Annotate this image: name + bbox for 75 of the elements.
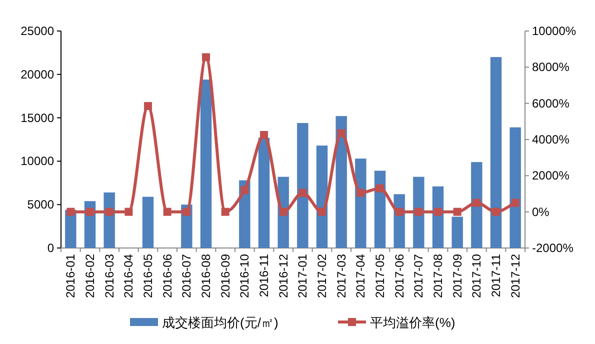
point [472, 198, 481, 207]
x-tick-label: 2017-10 [470, 254, 484, 298]
x-tick-label: 2017-05 [373, 254, 387, 298]
point [66, 208, 75, 216]
x-tick-label: 2016-05 [141, 254, 155, 298]
x-tick-label: 2016-03 [102, 254, 116, 298]
y2-tick-label: -2000% [532, 241, 574, 255]
y2-tick-label: 4000% [532, 132, 570, 146]
x-tick-label: 2016-11 [257, 254, 271, 298]
bar [355, 158, 366, 248]
bar [452, 216, 463, 248]
x-tick-label: 2017-11 [489, 254, 503, 298]
x-tick-label: 2016-07 [180, 254, 194, 298]
x-tick-label: 2017-03 [334, 254, 348, 298]
bar [200, 80, 212, 248]
point [337, 129, 346, 138]
point [434, 208, 442, 216]
point [124, 208, 133, 216]
x-tick-label: 2016-08 [199, 254, 213, 298]
bar [413, 176, 424, 248]
point [453, 208, 462, 216]
point [163, 208, 172, 216]
point [202, 53, 210, 62]
point [376, 184, 384, 192]
y-tick-label: 25000 [20, 24, 54, 38]
legend-label: 平均溢价率(%) [370, 315, 456, 330]
point [105, 208, 114, 216]
point [86, 208, 94, 216]
point [356, 188, 365, 197]
bar [490, 57, 502, 248]
y2-tick-label: 6000% [532, 96, 570, 110]
x-tick-label: 2017-09 [450, 254, 464, 298]
bar [374, 170, 386, 248]
point [240, 186, 249, 194]
y2-tick-label: 2000% [532, 168, 570, 183]
bar [471, 162, 482, 248]
x-tick-label: 2017-06 [392, 254, 406, 298]
y-tick-label: 5000 [27, 198, 54, 212]
y2-tick-label: 0% [532, 204, 550, 219]
x-tick-label: 2017-01 [296, 254, 310, 298]
bar [336, 116, 347, 248]
point [318, 208, 326, 216]
legend-label: 成交楼面均价(元/㎡) [162, 315, 278, 330]
x-tick-label: 2017-04 [354, 254, 368, 298]
x-tick-label: 2017-08 [431, 254, 445, 298]
y-tick-label: 20000 [20, 67, 54, 82]
point [182, 208, 191, 216]
point [260, 130, 268, 139]
point [511, 198, 520, 207]
point [279, 208, 288, 216]
x-tick-label: 2017-07 [412, 254, 426, 298]
x-tick-label: 2016-06 [160, 254, 174, 298]
x-tick-label: 2016-12 [276, 254, 290, 298]
x-tick-label: 2016-01 [64, 254, 78, 298]
y-tick-label: 10000 [20, 154, 54, 168]
y-tick-label: 0 [47, 241, 54, 255]
x-tick-label: 2016-10 [238, 254, 252, 298]
bar [297, 123, 308, 248]
x-tick-label: 2016-04 [122, 254, 136, 298]
point [144, 102, 152, 110]
point [492, 208, 500, 216]
y2-tick-label: 8000% [532, 60, 570, 74]
x-tick-label: 2016-02 [83, 254, 97, 298]
bar [258, 138, 270, 248]
x-tick-label: 2017-02 [315, 254, 329, 298]
x-tick-label: 2017-12 [508, 254, 522, 298]
point [395, 208, 404, 216]
point [221, 208, 230, 216]
point [298, 188, 307, 197]
bar [510, 127, 521, 248]
point [414, 208, 423, 216]
bar [142, 196, 154, 248]
y-tick-label: 15000 [20, 110, 54, 125]
x-tick-label: 2016-09 [218, 254, 232, 298]
y2-tick-label: 10000% [532, 24, 576, 38]
